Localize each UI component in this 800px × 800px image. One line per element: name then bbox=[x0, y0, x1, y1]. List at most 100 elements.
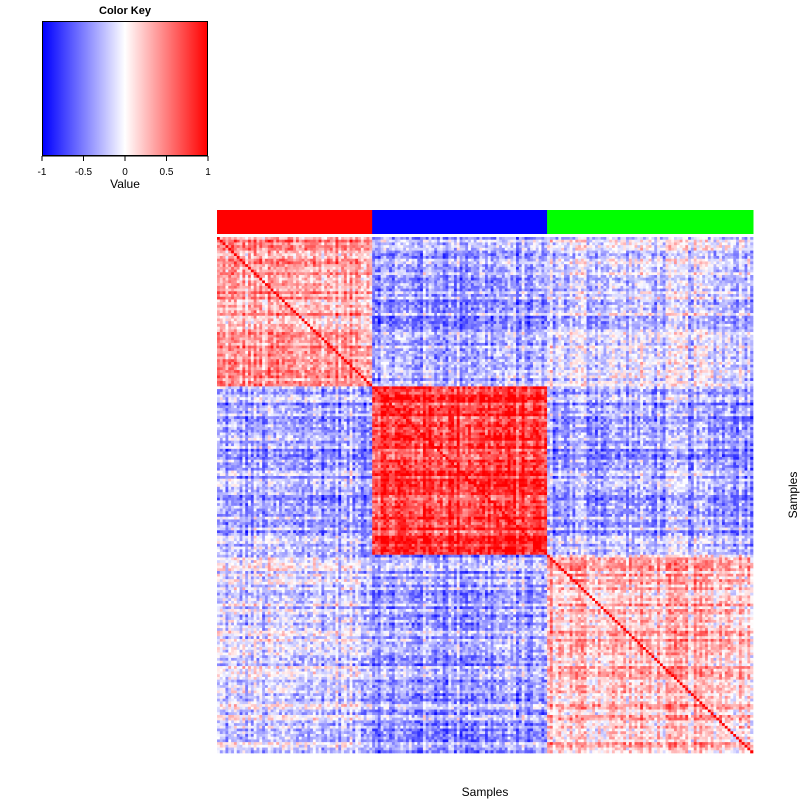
heatmap-cell bbox=[561, 277, 565, 281]
heatmap-cell bbox=[479, 283, 483, 287]
heatmap-cell bbox=[518, 275, 523, 279]
column-side-color-group-red bbox=[217, 210, 373, 234]
heatmap-cell bbox=[442, 294, 446, 298]
heatmap-cell bbox=[688, 261, 692, 265]
heatmap-cell bbox=[434, 250, 438, 254]
heatmap-cell bbox=[250, 261, 255, 265]
heatmap-cell bbox=[507, 247, 511, 251]
heatmap-cell bbox=[470, 261, 475, 265]
heatmap-cell bbox=[262, 247, 266, 251]
heatmap-cell bbox=[693, 304, 697, 308]
heatmap-cell bbox=[496, 258, 500, 262]
heatmap-cell bbox=[248, 280, 252, 284]
heatmap-cell bbox=[394, 285, 398, 289]
heatmap-cell bbox=[659, 285, 664, 289]
heatmap-cell bbox=[654, 291, 658, 295]
heatmap-cell bbox=[267, 299, 271, 303]
heatmap-cell bbox=[707, 256, 712, 260]
heatmap-cell bbox=[408, 304, 412, 308]
heatmap-cell bbox=[400, 245, 404, 249]
heatmap-cell bbox=[270, 239, 274, 243]
heatmap-cell bbox=[377, 239, 381, 243]
heatmap-cell bbox=[304, 288, 308, 292]
heatmap-cell bbox=[600, 250, 604, 254]
heatmap-cell bbox=[493, 237, 497, 241]
heatmap-cell bbox=[420, 239, 424, 243]
color-key-tick-label: 0.5 bbox=[160, 167, 174, 178]
heatmap-cell bbox=[437, 237, 441, 241]
heatmap-cell bbox=[293, 237, 297, 241]
heatmap-cell bbox=[620, 237, 624, 241]
heatmap-cell bbox=[490, 299, 494, 303]
heatmap-cell bbox=[583, 288, 587, 292]
heatmap-cell bbox=[642, 302, 647, 306]
heatmap-cell bbox=[668, 299, 672, 303]
heatmap-cell bbox=[400, 275, 404, 279]
heatmap-cell bbox=[264, 261, 269, 265]
heatmap-cell bbox=[355, 304, 359, 308]
heatmap-cell bbox=[414, 237, 418, 241]
heatmap-cell bbox=[284, 269, 288, 273]
heatmap-cell bbox=[516, 247, 520, 251]
heatmap-cell bbox=[733, 266, 737, 270]
heatmap-cell bbox=[341, 266, 345, 270]
heatmap-cell bbox=[682, 296, 686, 300]
heatmap-cell bbox=[479, 299, 483, 303]
heatmap-cell bbox=[414, 269, 418, 273]
heatmap-cell bbox=[606, 245, 610, 249]
heatmap-cell bbox=[225, 239, 229, 243]
heatmap-cell bbox=[693, 245, 697, 249]
heatmap-cell bbox=[222, 283, 226, 287]
heatmap-cell bbox=[541, 250, 545, 254]
heatmap-cell bbox=[338, 261, 342, 265]
heatmap-cell bbox=[668, 302, 672, 306]
heatmap-cell bbox=[321, 302, 325, 306]
heatmap-cell bbox=[217, 304, 221, 308]
heatmap-cell bbox=[389, 283, 393, 287]
heatmap-cell bbox=[651, 304, 655, 308]
heatmap-cell bbox=[228, 269, 232, 273]
heatmap-cell bbox=[335, 302, 339, 306]
heatmap-cell bbox=[459, 275, 463, 279]
heatmap-cell bbox=[262, 266, 266, 270]
heatmap-cell bbox=[541, 288, 545, 292]
heatmap-cell bbox=[465, 237, 469, 241]
heatmap-cell bbox=[521, 264, 525, 268]
heatmap-cell bbox=[665, 242, 669, 246]
heatmap-cell bbox=[287, 299, 291, 303]
heatmap-cell bbox=[727, 277, 731, 281]
heatmap-cell bbox=[510, 272, 514, 276]
heatmap-cell bbox=[696, 304, 700, 308]
heatmap-cell bbox=[343, 266, 348, 270]
heatmap-cell bbox=[321, 258, 325, 262]
heatmap-cell bbox=[485, 253, 489, 257]
heatmap-cell bbox=[589, 280, 593, 284]
heatmap-cell bbox=[327, 237, 331, 241]
heatmap-cell bbox=[253, 272, 257, 276]
heatmap-cell bbox=[332, 269, 336, 273]
heatmap-cell bbox=[583, 277, 587, 281]
heatmap-cell bbox=[437, 294, 441, 298]
heatmap-cell bbox=[222, 277, 226, 281]
heatmap-cell bbox=[332, 302, 336, 306]
heatmap-cell bbox=[566, 302, 570, 306]
heatmap-cell bbox=[645, 283, 649, 287]
heatmap-cell bbox=[304, 285, 308, 289]
heatmap-cell bbox=[651, 280, 655, 284]
heatmap-cell bbox=[521, 280, 525, 284]
heatmap-cell bbox=[406, 250, 410, 254]
heatmap-cell bbox=[566, 237, 570, 241]
heatmap-cell bbox=[295, 299, 300, 303]
heatmap-cell bbox=[699, 283, 703, 287]
heatmap-cell bbox=[603, 288, 607, 292]
heatmap-cell bbox=[606, 266, 610, 270]
heatmap-cell bbox=[507, 258, 511, 262]
heatmap-cell bbox=[256, 261, 260, 265]
heatmap-cell bbox=[578, 266, 582, 270]
heatmap-cell bbox=[434, 247, 438, 251]
heatmap-cell bbox=[572, 291, 576, 295]
heatmap-cell bbox=[662, 304, 666, 308]
heatmap-cell bbox=[600, 258, 604, 262]
heatmap-cell bbox=[679, 247, 683, 251]
heatmap-cell bbox=[623, 280, 627, 284]
